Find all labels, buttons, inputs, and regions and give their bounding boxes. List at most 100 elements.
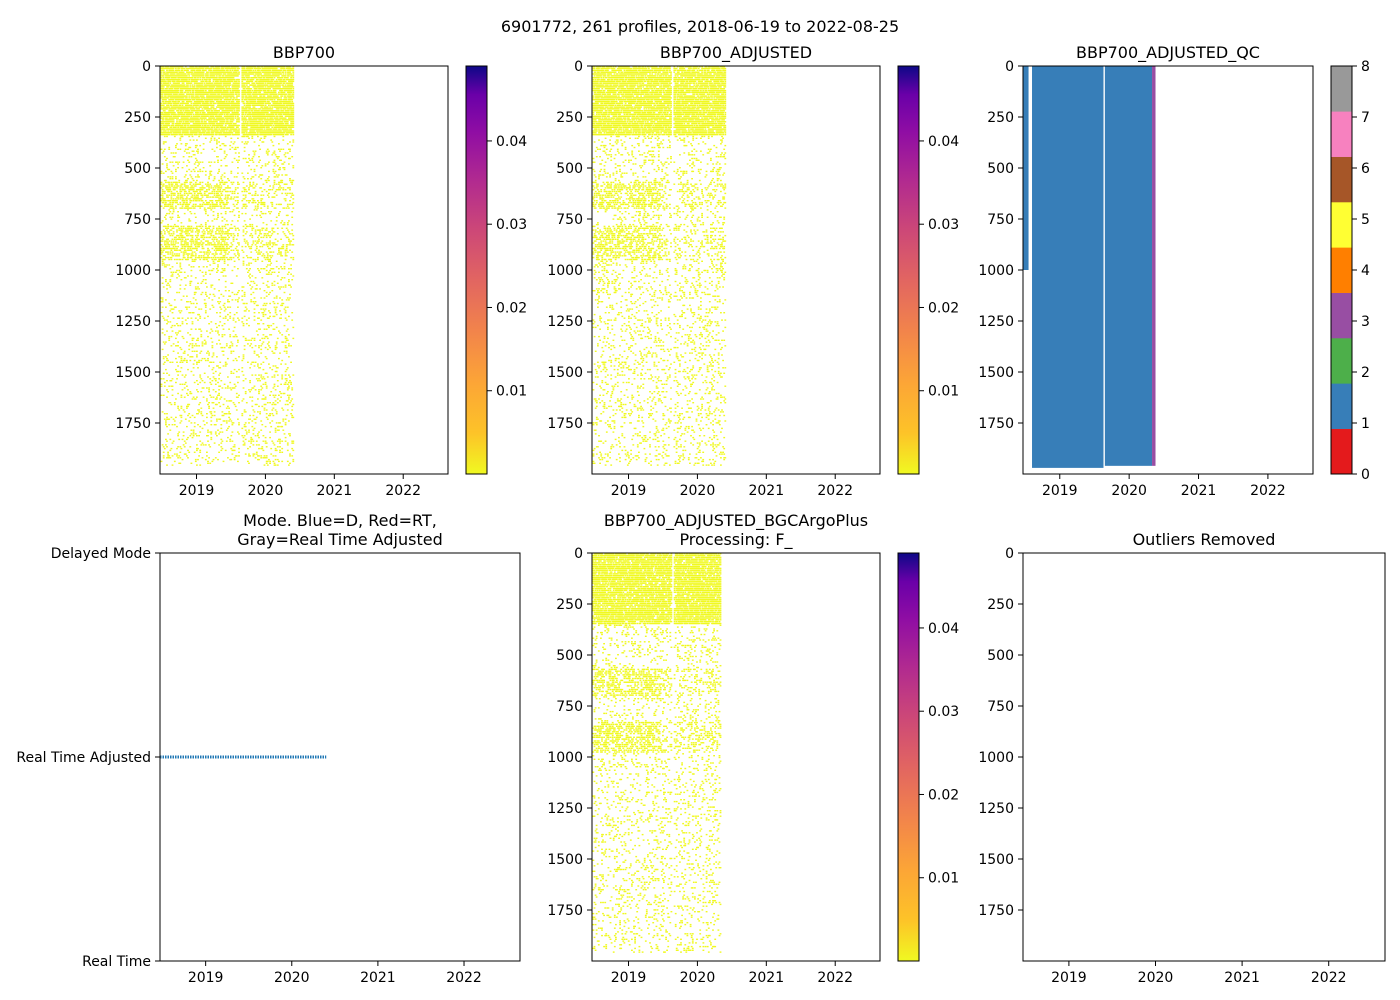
- data-cell: [245, 433, 248, 435]
- data-cell: [237, 115, 239, 117]
- data-cell: [167, 97, 169, 99]
- data-cell: [197, 196, 199, 198]
- data-cell: [190, 255, 193, 257]
- data-cell: [189, 119, 192, 121]
- data-cell: [212, 71, 215, 73]
- data-cell: [206, 189, 208, 191]
- data-cell: [197, 148, 199, 150]
- data-cell: [183, 99, 186, 101]
- data-cell: [183, 242, 186, 244]
- data-cell: [216, 78, 218, 81]
- data-cell: [221, 143, 224, 145]
- data-cell: [202, 234, 205, 237]
- data-cell: [223, 111, 226, 114]
- data-cell: [243, 435, 246, 437]
- data-cell: [233, 89, 236, 92]
- data-cell: [163, 130, 166, 132]
- data-cell: [194, 91, 197, 94]
- data-cell: [209, 205, 212, 207]
- data-cell: [170, 218, 173, 220]
- data-cell: [243, 135, 246, 138]
- data-cell: [218, 302, 220, 305]
- data-cell: [218, 66, 220, 68]
- data-cell: [219, 89, 222, 92]
- data-cell: [179, 288, 182, 290]
- data-cell: [233, 266, 236, 268]
- data-cell: [212, 77, 215, 79]
- data-cell: [202, 89, 205, 92]
- data-cell: [160, 198, 163, 200]
- data-cell: [161, 260, 164, 262]
- data-cell: [230, 435, 233, 437]
- data-cell: [229, 121, 232, 123]
- data-cell: [202, 201, 205, 204]
- data-cell: [212, 396, 215, 398]
- data-cell: [160, 251, 163, 253]
- data-cell: [224, 78, 227, 81]
- data-cell: [216, 91, 218, 94]
- data-cell: [198, 225, 200, 228]
- data-cell: [227, 75, 229, 77]
- data-cell: [248, 110, 250, 112]
- data-cell: [194, 106, 197, 108]
- data-cell: [166, 115, 168, 117]
- data-cell: [218, 339, 220, 341]
- data-cell: [208, 119, 210, 121]
- data-cell: [192, 78, 195, 81]
- data-cell: [190, 111, 193, 114]
- data-cell: [211, 253, 214, 255]
- data-cell: [248, 245, 250, 248]
- data-cell: [222, 317, 225, 319]
- data-cell: [184, 185, 187, 187]
- data-cell: [247, 135, 249, 138]
- data-cell: [249, 80, 251, 83]
- data-cell: [166, 245, 168, 248]
- data-cell: [243, 110, 246, 112]
- data-cell: [218, 97, 220, 99]
- data-cell: [210, 411, 213, 413]
- data-cell: [179, 137, 182, 139]
- data-cell: [231, 93, 234, 95]
- data-cell: [198, 313, 200, 316]
- data-cell: [203, 302, 206, 305]
- data-cell: [216, 67, 218, 70]
- data-cell: [201, 73, 204, 75]
- data-cell: [227, 306, 229, 308]
- data-cell: [167, 315, 169, 318]
- data-cell: [191, 110, 194, 112]
- data-cell: [193, 100, 196, 103]
- data-cell: [165, 422, 167, 424]
- data-cell: [208, 113, 210, 116]
- data-cell: [237, 73, 239, 75]
- data-cell: [243, 73, 246, 75]
- data-cell: [209, 264, 212, 266]
- data-cell: [188, 89, 191, 92]
- data-cell: [210, 433, 213, 435]
- data-cell: [211, 200, 214, 202]
- data-cell: [248, 462, 250, 464]
- data-cell: [231, 106, 234, 108]
- data-cell: [188, 189, 191, 191]
- data-cell: [194, 181, 197, 184]
- data-cell: [197, 88, 199, 90]
- data-cell: [247, 104, 249, 106]
- data-cell: [220, 242, 223, 244]
- data-cell: [194, 398, 197, 400]
- data-cell: [223, 236, 226, 239]
- data-cell: [232, 359, 235, 362]
- data-cell: [218, 115, 220, 117]
- data-cell: [181, 194, 184, 196]
- data-cell: [183, 69, 186, 72]
- data-cell: [241, 106, 244, 108]
- data-cell: [166, 425, 168, 428]
- data-cell: [177, 126, 179, 128]
- data-cell: [244, 203, 247, 206]
- data-cell: [192, 205, 195, 207]
- data-cell: [170, 108, 173, 110]
- data-cell: [227, 229, 229, 231]
- data-cell: [201, 89, 204, 92]
- data-cell: [227, 104, 229, 106]
- data-cell: [162, 183, 165, 185]
- data-cell: [212, 119, 215, 121]
- data-cell: [245, 82, 248, 84]
